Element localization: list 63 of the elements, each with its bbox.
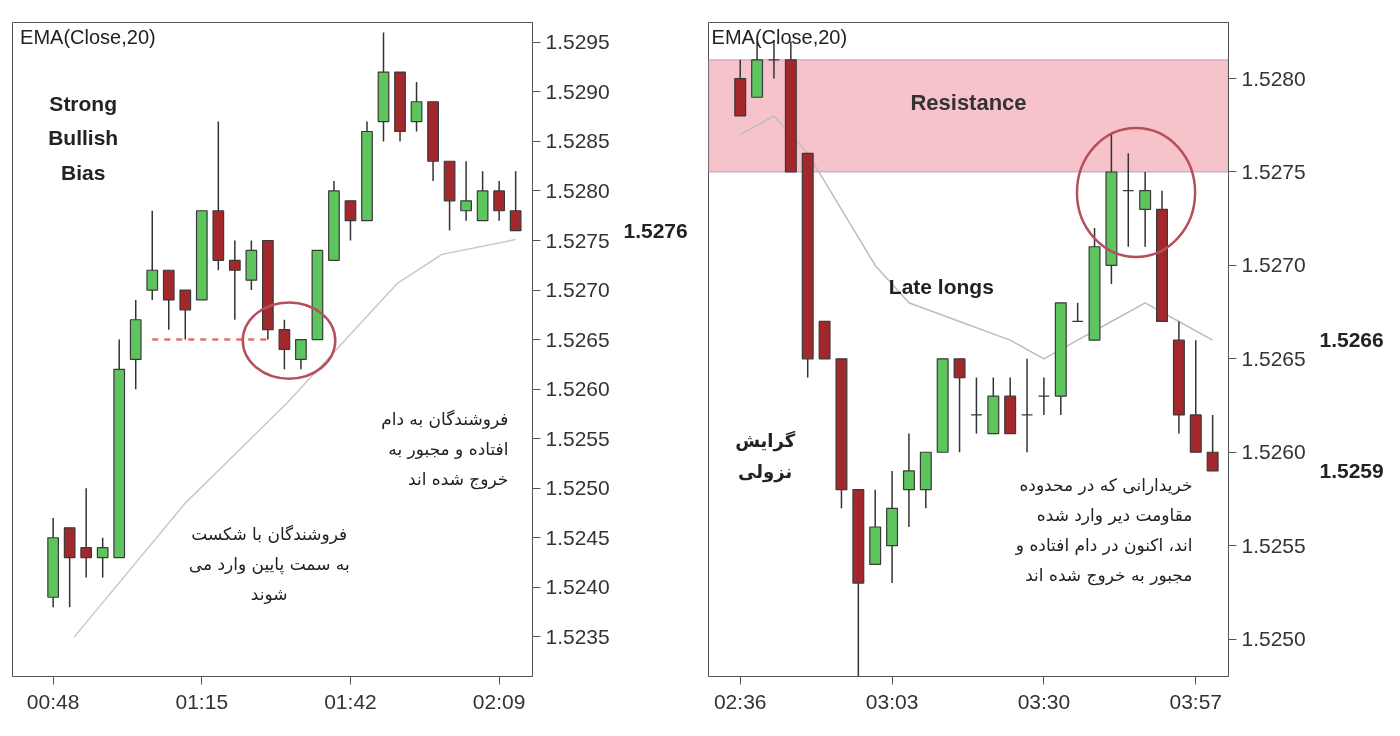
y-tick-label: 1.5265: [545, 327, 610, 351]
candlestick: [1122, 152, 1135, 248]
y-tick-label: 1.5235: [545, 624, 610, 648]
y-tick-label: 1.5270: [545, 278, 610, 302]
candlestick: [493, 180, 506, 222]
annotation: Late longs: [888, 274, 994, 298]
candlestick: [970, 376, 983, 435]
candlestick: [902, 432, 915, 528]
x-tick-label: 02:09: [472, 689, 526, 713]
x-tick-label: 01:42: [324, 689, 377, 713]
candlestick: [1021, 358, 1034, 454]
annotation: EMA(Close,20): [711, 26, 848, 49]
y-tick-label: 1.5275: [545, 228, 610, 252]
y-tick-label: 1.5250: [545, 476, 610, 500]
candlestick: [509, 170, 522, 232]
candlestick: [460, 160, 472, 222]
y-tick-label: 1.5260: [1241, 440, 1306, 464]
candlestick: [1139, 171, 1152, 248]
y-tick-label: 1.5290: [545, 79, 610, 103]
text: 1.5266: [1319, 328, 1384, 352]
x-tick-label: 00:48: [26, 689, 80, 713]
annotation: گرایش نزولی: [735, 429, 796, 484]
candlestick: [410, 81, 423, 133]
x-tick-label: 03:57: [1169, 689, 1223, 713]
candlestick: [295, 338, 307, 371]
y-tick-label: 1.5275: [1241, 159, 1306, 183]
line-series: [73, 238, 517, 638]
y-tick-label: 1.5260: [545, 377, 610, 401]
candlestick: [96, 537, 109, 579]
y-tick-label: 1.5285: [545, 129, 610, 153]
annotation: فروشندگان با شکست به سمت پایین وارد می شوند: [188, 523, 350, 604]
candlestick: [1206, 414, 1219, 472]
y-tick-label: 1.5255: [1241, 533, 1306, 557]
x-tick-label: 02:36: [713, 689, 767, 713]
line-series: [739, 115, 1214, 360]
annotation: EMA(Close,20): [20, 26, 156, 49]
candlestick: [179, 289, 192, 341]
candlestick: [228, 239, 241, 321]
candlestick: [1071, 302, 1084, 323]
candlestick: [146, 210, 159, 301]
x-tick-label: 01:15: [175, 689, 229, 713]
candlestick: [1037, 376, 1050, 416]
y-tick-label: 1.5280: [545, 178, 610, 202]
y-tick-label: 1.5250: [1241, 627, 1306, 651]
x-tick-label: 03:30: [1017, 689, 1071, 713]
y-tick-label: 1.5295: [545, 30, 610, 54]
y-tick-label: 1.5270: [1241, 253, 1306, 277]
y-tick-label: 1.5255: [545, 426, 610, 450]
text: 1.5276: [623, 218, 688, 242]
candlestick: [953, 358, 966, 454]
text: 1.5259: [1319, 458, 1384, 482]
annotation: خریدارانی که در محدوده مقاومت دیر وارد شده اند، اکنون در دام افتاده و مجبور به خروج شده اند: [1014, 474, 1193, 586]
y-tick-label: 1.5265: [1241, 346, 1306, 370]
candlestick: [80, 487, 93, 579]
candlestick: [278, 319, 291, 371]
y-tick-label: 1.5280: [1241, 66, 1306, 90]
candlestick: [344, 200, 357, 242]
y-tick-label: 1.5245: [545, 525, 610, 549]
annotation: فروشندگان به دام افتاده و مجبور به خروج شده اند: [381, 408, 509, 490]
y-tick-label: 1.5240: [545, 575, 610, 599]
annotation: Strong Bullish Bias: [48, 91, 119, 184]
band-label: Resistance: [910, 89, 1027, 115]
x-tick-label: 03:03: [865, 689, 919, 713]
